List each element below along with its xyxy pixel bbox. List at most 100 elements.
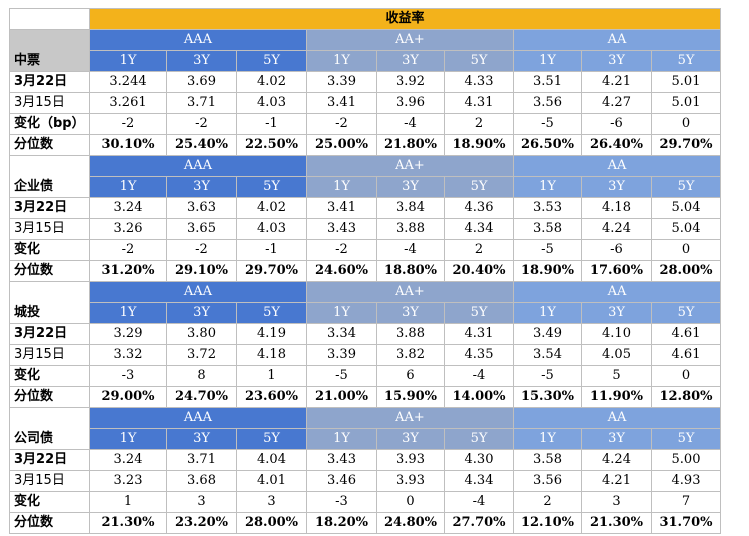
table-cell: 4.30 — [444, 449, 514, 471]
table-cell: 4.24 — [581, 449, 652, 471]
tenor-header: 5Y — [444, 176, 514, 198]
table-cell: 12.10% — [513, 512, 582, 534]
tenor-header: 5Y — [444, 50, 514, 72]
table-cell: 4.03 — [236, 218, 307, 240]
row-label: 变化 — [9, 239, 90, 261]
table-cell: 5.04 — [651, 197, 721, 219]
table-row: 3月15日 3.23 3.68 4.01 3.46 3.93 4.34 3.56 4.21 4.9… — [9, 470, 721, 492]
table-row: 分位数 30.10% 25.40% 22.50% 25.00% 21.80% 18.90% 2… — [9, 134, 721, 156]
table-cell: 21.80% — [376, 134, 445, 156]
table-cell: 3.53 — [513, 197, 582, 219]
table-row: 分位数 29.00% 24.70% 23.60% 21.00% 15.90% 14.00% 1… — [9, 386, 721, 408]
table-cell: 22.50% — [236, 134, 307, 156]
table-cell: 3.43 — [306, 218, 377, 240]
table-cell: 26.40% — [581, 134, 652, 156]
table-cell: 4.10 — [581, 323, 652, 345]
tenor-header: 1Y — [306, 302, 377, 324]
group-header-row: 中票 AAA AA+ AA — [9, 29, 721, 72]
rating-group-header: AAA — [89, 281, 307, 303]
table-cell: 28.00% — [236, 512, 307, 534]
table-cell: 3.39 — [306, 344, 377, 366]
table-cell: 3.71 — [166, 449, 237, 471]
tenor-header: 1Y — [513, 302, 582, 324]
table-cell: -2 — [166, 239, 237, 261]
table-title: 收益率 — [89, 8, 721, 30]
table-row: 变化（bp） -2 -2 -1 -2 -4 2 -5 -6 0 — [9, 113, 721, 135]
row-label: 3月22日 — [9, 449, 90, 471]
table-cell: 3.46 — [306, 470, 377, 492]
table-cell: 26.50% — [513, 134, 582, 156]
tenor-header: 3Y — [376, 176, 445, 198]
tenor-header: 3Y — [166, 176, 237, 198]
tenor-header: 1Y — [306, 176, 377, 198]
table-row: 3月15日 3.32 3.72 4.18 3.39 3.82 4.35 3.54 4.05 4.6… — [9, 344, 721, 366]
table-cell: 14.00% — [444, 386, 514, 408]
row-label: 3月22日 — [9, 71, 90, 93]
table-cell: 3.39 — [306, 71, 377, 93]
table-cell: 24.80% — [376, 512, 445, 534]
table-row: 3月22日 3.244 3.69 4.02 3.39 3.92 4.33 3.51 4.21 5.… — [9, 71, 721, 93]
table-cell: 4.34 — [444, 218, 514, 240]
table-cell: 3.41 — [306, 92, 377, 114]
table-cell: 3.49 — [513, 323, 582, 345]
table-cell: 3.88 — [376, 218, 445, 240]
table-cell: -2 — [89, 239, 167, 261]
tenor-header: 1Y — [306, 428, 377, 450]
tenor-header: 1Y — [89, 50, 167, 72]
table-cell: 4.61 — [651, 344, 721, 366]
row-label: 3月22日 — [9, 323, 90, 345]
table-cell: 29.70% — [651, 134, 721, 156]
table-cell: 2 — [444, 113, 514, 135]
table-row: 分位数 31.20% 29.10% 29.70% 24.60% 18.80% 20.40% 1… — [9, 260, 721, 282]
tenor-header: 3Y — [376, 50, 445, 72]
table-cell: 31.70% — [651, 512, 721, 534]
row-label: 3月15日 — [9, 470, 90, 492]
tenor-header: 3Y — [581, 302, 652, 324]
table-cell: -5 — [306, 365, 377, 387]
row-label: 3月15日 — [9, 344, 90, 366]
table-row: 3月15日 3.26 3.65 4.03 3.43 3.88 4.34 3.58 4.24 5.0… — [9, 218, 721, 240]
table-cell: 18.90% — [444, 134, 514, 156]
table-cell: 5.00 — [651, 449, 721, 471]
table-cell: -2 — [89, 113, 167, 135]
table-cell: 3.261 — [89, 92, 167, 114]
rating-group-header: AA+ — [306, 29, 514, 51]
table-cell: 4.03 — [236, 92, 307, 114]
table-cell: -1 — [236, 113, 307, 135]
table-cell: 4.24 — [581, 218, 652, 240]
table-cell: 3.71 — [166, 92, 237, 114]
table-cell: -6 — [581, 239, 652, 261]
table-cell: 3.58 — [513, 218, 582, 240]
table-cell: 18.80% — [376, 260, 445, 282]
table-cell: 3.92 — [376, 71, 445, 93]
table-cell: 1 — [89, 491, 167, 513]
table-cell: 6 — [376, 365, 445, 387]
rating-group-header: AA — [513, 407, 721, 429]
table-cell: 25.40% — [166, 134, 237, 156]
table-cell: 3.43 — [306, 449, 377, 471]
tenor-header: 3Y — [166, 428, 237, 450]
table-row: 变化 -2 -2 -1 -2 -4 2 -5 -6 0 — [9, 239, 721, 261]
table-cell: 27.70% — [444, 512, 514, 534]
tenor-header: 5Y — [236, 302, 307, 324]
table-cell: 4.21 — [581, 71, 652, 93]
row-label: 3月15日 — [9, 92, 90, 114]
table-cell: 30.10% — [89, 134, 167, 156]
table-row: 分位数 21.30% 23.20% 28.00% 18.20% 24.80% 27.70% 1… — [9, 512, 721, 534]
table-cell: 4.04 — [236, 449, 307, 471]
table-cell: 3.63 — [166, 197, 237, 219]
table-cell: 4.34 — [444, 470, 514, 492]
table-cell: -2 — [306, 113, 377, 135]
table-cell: 3.96 — [376, 92, 445, 114]
table-cell: 3.56 — [513, 470, 582, 492]
tenor-header: 1Y — [513, 176, 582, 198]
yield-table: 收益率 中票 AAA AA+ AA 1Y 3Y 5Y 1Y 3Y 5Y 1Y 3Y 5Y 3月22日 3.24… — [9, 8, 721, 534]
table-cell: 3.56 — [513, 92, 582, 114]
table-cell: 0 — [651, 113, 721, 135]
table-cell: 4.01 — [236, 470, 307, 492]
row-label: 变化 — [9, 365, 90, 387]
table-cell: 4.19 — [236, 323, 307, 345]
table-cell: -1 — [236, 239, 307, 261]
table-cell: -3 — [306, 491, 377, 513]
table-cell: 4.31 — [444, 92, 514, 114]
